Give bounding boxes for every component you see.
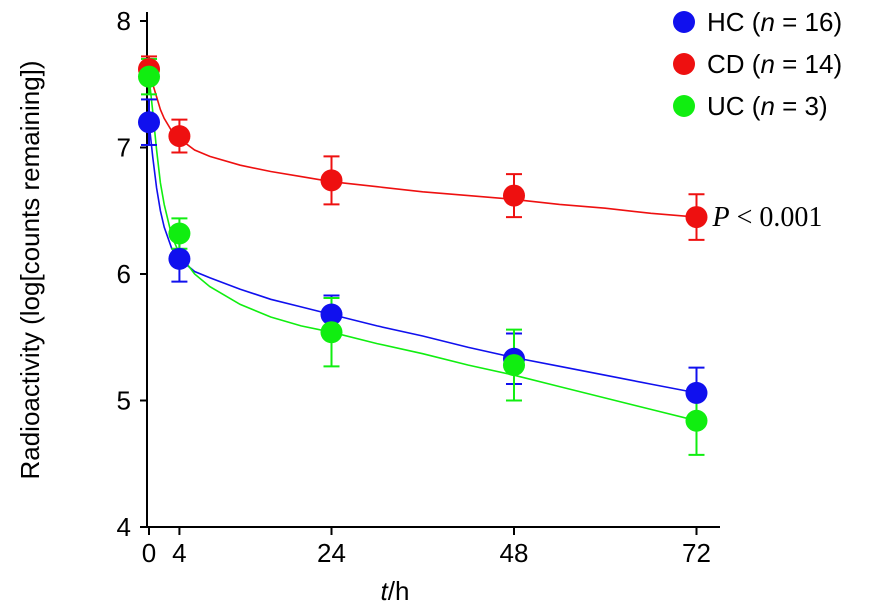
uc-data-point — [168, 222, 191, 245]
legend-label-prefix: HC ( — [707, 7, 761, 37]
x-tick-label: 48 — [500, 538, 529, 568]
y-tick-label: 4 — [117, 512, 131, 542]
x-ticks: 0 4 24 48 72 — [142, 527, 711, 568]
p-value-symbol: P — [711, 202, 729, 233]
legend-label-prefix: CD ( — [707, 49, 761, 79]
x-axis-label: t/h — [381, 576, 410, 606]
legend-label-suffix: = 14) — [775, 49, 842, 79]
legend-label-n: n — [760, 91, 774, 121]
y-axis-label: Radioactivity (log[counts remaining]) — [15, 60, 45, 479]
fit-curves — [148, 68, 697, 422]
legend-marker — [673, 53, 695, 75]
p-value-annotation: P < 0.001 — [711, 202, 822, 233]
legend-label-prefix: UC ( — [707, 91, 761, 121]
x-axis-label-unit: /h — [388, 576, 410, 606]
hc-data-point — [168, 247, 191, 270]
uc-fit-curve — [148, 76, 697, 422]
legend-item-uc: UC (n = 3) — [673, 91, 828, 121]
hc-fit-curve — [148, 122, 697, 394]
legend-item-hc: HC (n = 16) — [673, 7, 842, 37]
hc-data-point — [320, 303, 343, 326]
cd-data-point — [502, 184, 525, 207]
legend-marker — [673, 11, 695, 33]
legend-label-suffix: = 16) — [775, 7, 842, 37]
cd-data-point — [320, 169, 343, 192]
y-tick-label: 6 — [117, 259, 131, 289]
x-tick-label: 0 — [142, 538, 156, 568]
legend: HC (n = 16)CD (n = 14)UC (n = 3) — [673, 7, 842, 121]
cd-data-point — [685, 206, 708, 229]
y-tick-label: 8 — [117, 6, 131, 36]
legend-label: HC (n = 16) — [707, 7, 842, 37]
uc-data-point — [320, 321, 343, 344]
hc-data-point — [138, 111, 160, 134]
x-tick-label: 72 — [682, 538, 711, 568]
legend-label-suffix: = 3) — [775, 91, 828, 121]
y-ticks: 4 5 6 7 8 — [117, 6, 147, 542]
axes — [146, 12, 720, 528]
legend-label-n: n — [760, 7, 774, 37]
error-bars — [141, 55, 705, 456]
cd-fit-curve — [148, 68, 697, 218]
y-tick-label: 5 — [117, 386, 131, 416]
p-value-text: < 0.001 — [730, 202, 823, 233]
x-axis-label-variable: t — [381, 576, 390, 606]
legend-item-cd: CD (n = 14) — [673, 49, 842, 79]
x-tick-label: 4 — [172, 538, 186, 568]
y-tick-label: 7 — [117, 133, 131, 163]
hc-data-point — [685, 381, 708, 404]
legend-label-n: n — [760, 49, 774, 79]
legend-label: CD (n = 14) — [707, 49, 842, 79]
uc-data-point — [138, 65, 160, 88]
uc-data-point — [685, 409, 708, 432]
legend-label: UC (n = 3) — [707, 91, 828, 121]
x-tick-label: 24 — [317, 538, 346, 568]
uc-data-point — [502, 354, 525, 377]
cd-data-point — [168, 125, 191, 148]
legend-marker — [673, 95, 695, 117]
data-points — [138, 58, 708, 432]
